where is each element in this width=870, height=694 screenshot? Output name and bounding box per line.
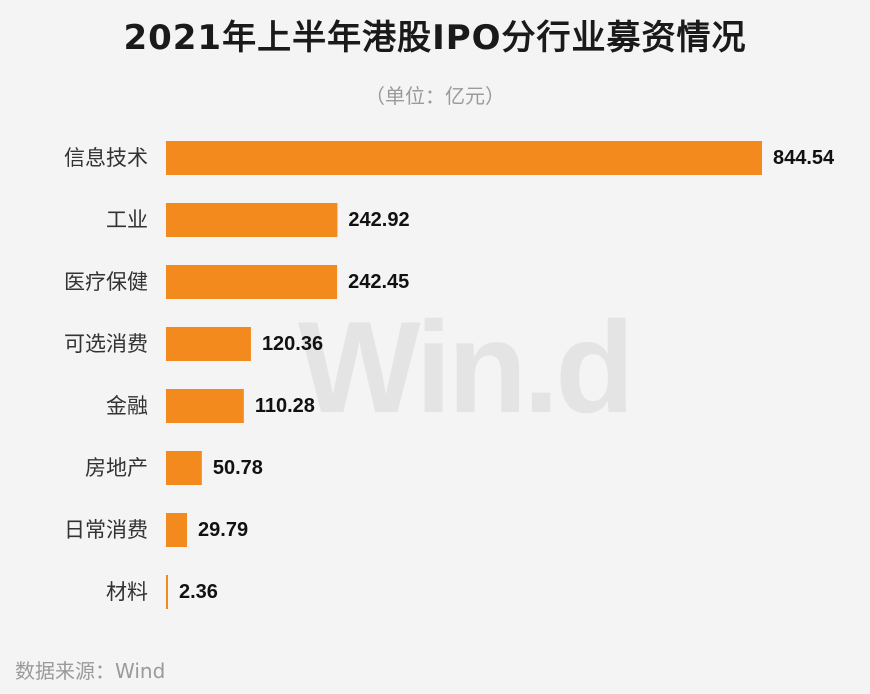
category-label: 可选消费	[64, 332, 148, 356]
bar	[166, 513, 188, 547]
data-source-note: 数据来源：Wind	[15, 659, 166, 683]
category-label: 材料	[106, 580, 148, 604]
value-label: 242.45	[348, 271, 409, 293]
chart-title: 2021年上半年港股IPO分行业募资情况	[123, 18, 747, 58]
bar	[166, 141, 762, 175]
category-label: 日常消费	[64, 518, 148, 542]
value-label: 29.79	[198, 519, 248, 541]
bar	[166, 575, 168, 609]
category-label: 房地产	[85, 456, 148, 480]
value-label: 242.92	[348, 209, 409, 231]
bar	[166, 265, 338, 299]
bar	[166, 203, 338, 237]
value-label: 110.28	[255, 395, 315, 417]
value-label: 120.36	[262, 333, 323, 355]
bar	[166, 451, 202, 485]
chart-unit-subtitle: （单位：亿元）	[365, 84, 505, 108]
category-label: 医疗保健	[64, 270, 148, 294]
value-label: 844.54	[773, 147, 835, 169]
value-label: 50.78	[213, 457, 263, 479]
bar	[166, 389, 244, 423]
category-label: 工业	[106, 208, 148, 232]
bar	[166, 327, 251, 361]
category-label: 信息技术	[64, 146, 148, 170]
value-label: 2.36	[179, 581, 218, 603]
category-label: 金融	[106, 394, 148, 418]
